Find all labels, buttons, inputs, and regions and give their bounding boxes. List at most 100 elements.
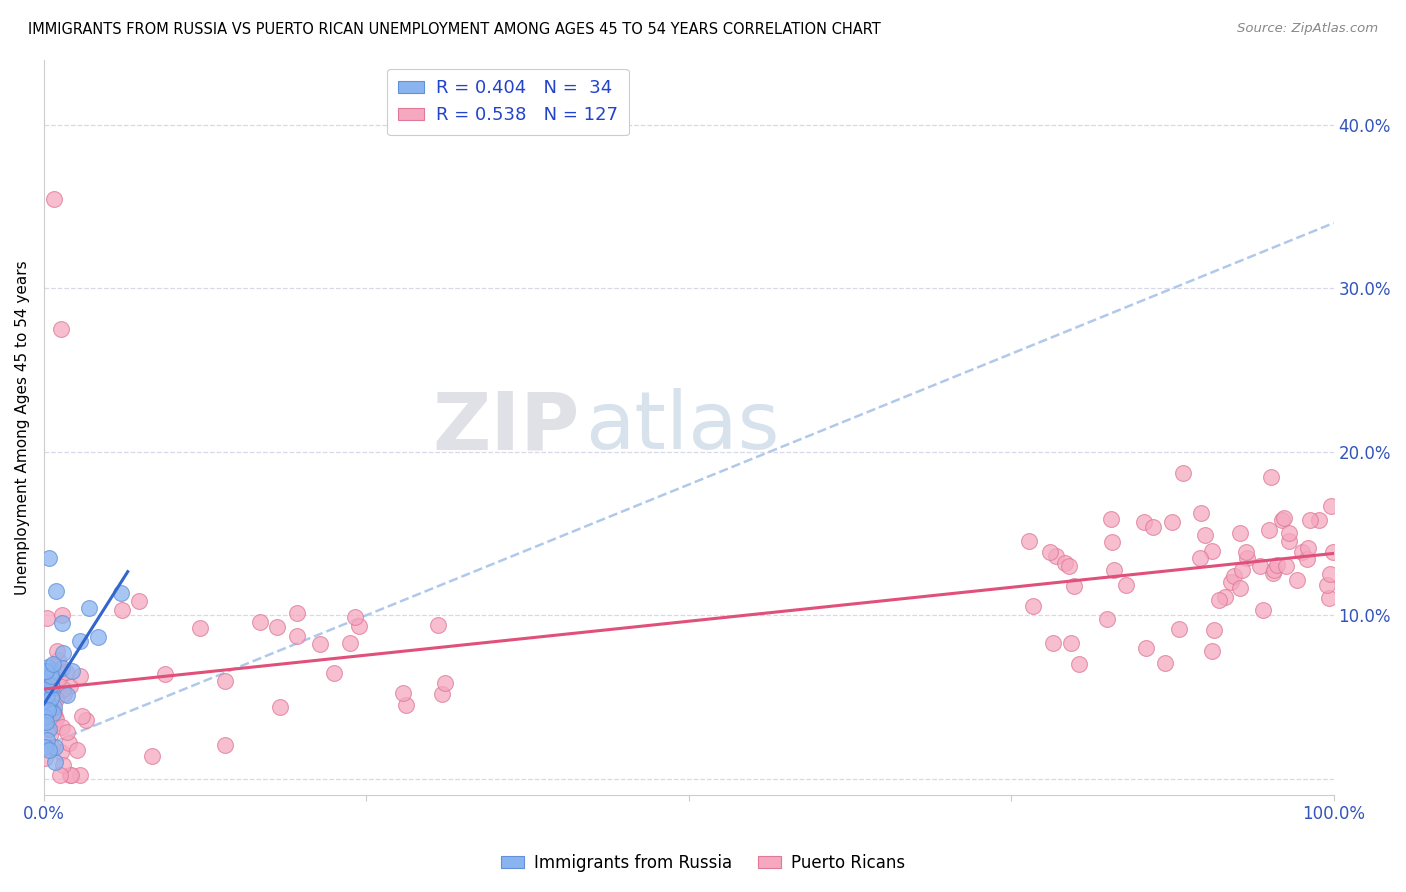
Point — [1099, 512, 1122, 526]
Point — [1260, 470, 1282, 484]
Point — [1018, 533, 1040, 548]
Point — [347, 619, 370, 633]
Point — [48, 671, 70, 685]
Point — [35, 732, 58, 747]
Text: IMMIGRANTS FROM RUSSIA VS PUERTO RICAN UNEMPLOYMENT AMONG AGES 45 TO 54 YEARS CO: IMMIGRANTS FROM RUSSIA VS PUERTO RICAN U… — [28, 22, 882, 37]
Point — [1271, 513, 1294, 527]
Point — [42, 657, 65, 671]
Point — [1229, 581, 1251, 595]
Point — [60, 664, 83, 678]
Point — [44, 663, 66, 677]
Point — [41, 719, 63, 733]
Point — [214, 673, 236, 688]
Point — [1234, 545, 1257, 559]
Point — [1319, 499, 1341, 513]
Point — [1229, 526, 1251, 541]
Point — [51, 661, 73, 675]
Point — [1316, 577, 1339, 591]
Point — [49, 322, 72, 336]
Point — [285, 606, 308, 620]
Point — [37, 685, 59, 699]
Point — [1232, 563, 1254, 577]
Point — [34, 689, 56, 703]
Point — [45, 713, 67, 727]
Point — [44, 739, 66, 754]
Point — [1154, 656, 1177, 670]
Point — [39, 678, 62, 692]
Point — [285, 629, 308, 643]
Point — [155, 667, 177, 681]
Point — [1236, 551, 1258, 566]
Point — [1223, 568, 1246, 582]
Point — [323, 665, 346, 680]
Point — [49, 768, 72, 782]
Point — [37, 680, 59, 694]
Point — [34, 751, 56, 765]
Point — [69, 669, 91, 683]
Point — [56, 725, 79, 739]
Y-axis label: Unemployment Among Ages 45 to 54 years: Unemployment Among Ages 45 to 54 years — [15, 260, 30, 595]
Point — [41, 740, 63, 755]
Point — [52, 758, 75, 772]
Point — [35, 688, 58, 702]
Point — [339, 636, 361, 650]
Point — [58, 736, 80, 750]
Point — [1220, 574, 1243, 589]
Point — [1265, 558, 1288, 573]
Point — [1194, 528, 1216, 542]
Point — [42, 706, 65, 720]
Point — [44, 700, 66, 714]
Point — [34, 739, 56, 754]
Point — [1115, 578, 1137, 592]
Point — [45, 659, 67, 673]
Point — [1286, 574, 1309, 588]
Point — [1319, 567, 1341, 582]
Point — [1021, 599, 1043, 614]
Point — [110, 586, 132, 600]
Point — [41, 664, 63, 678]
Point — [38, 743, 60, 757]
Point — [48, 652, 70, 666]
Legend: R = 0.404   N =  34, R = 0.538   N = 127: R = 0.404 N = 34, R = 0.538 N = 127 — [388, 69, 628, 136]
Point — [45, 644, 67, 658]
Point — [1142, 520, 1164, 534]
Point — [1249, 559, 1271, 574]
Point — [188, 621, 211, 635]
Point — [343, 609, 366, 624]
Point — [1189, 506, 1212, 520]
Point — [34, 714, 56, 728]
Point — [41, 702, 63, 716]
Point — [1188, 551, 1211, 566]
Point — [35, 611, 58, 625]
Point — [1278, 526, 1301, 541]
Point — [59, 768, 82, 782]
Point — [1095, 612, 1118, 626]
Point — [1261, 566, 1284, 581]
Point — [51, 720, 73, 734]
Point — [35, 676, 58, 690]
Point — [1296, 541, 1319, 556]
Point — [1299, 513, 1322, 527]
Point — [1171, 466, 1194, 480]
Point — [37, 660, 59, 674]
Point — [433, 676, 456, 690]
Point — [44, 192, 66, 206]
Legend: Immigrants from Russia, Puerto Ricans: Immigrants from Russia, Puerto Ricans — [495, 847, 911, 879]
Point — [49, 745, 72, 759]
Point — [1201, 544, 1223, 558]
Point — [214, 738, 236, 752]
Point — [59, 768, 82, 782]
Point — [38, 702, 60, 716]
Point — [430, 687, 453, 701]
Text: Source: ZipAtlas.com: Source: ZipAtlas.com — [1237, 22, 1378, 36]
Point — [59, 679, 82, 693]
Point — [1253, 603, 1275, 617]
Point — [39, 669, 62, 683]
Point — [1161, 515, 1184, 529]
Point — [37, 676, 59, 690]
Point — [1053, 556, 1076, 570]
Point — [1213, 590, 1236, 604]
Point — [77, 600, 100, 615]
Point — [51, 607, 73, 622]
Point — [38, 723, 60, 737]
